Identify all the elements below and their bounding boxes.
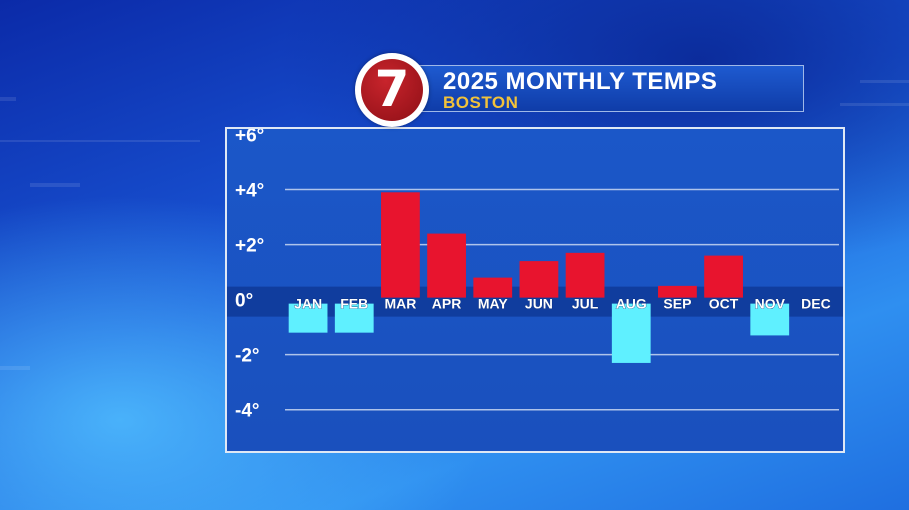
x-tick-label-feb: FEB bbox=[340, 296, 368, 312]
x-tick-label-may: MAY bbox=[478, 296, 508, 312]
title-banner: 2025 MONTHLY TEMPS BOSTON bbox=[404, 65, 804, 112]
x-tick-label-sep: SEP bbox=[663, 296, 691, 312]
background-stripe bbox=[840, 103, 909, 106]
bar-may bbox=[473, 277, 513, 298]
bar-nov bbox=[750, 303, 790, 336]
background-stripe bbox=[0, 97, 16, 101]
x-tick-label-nov: NOV bbox=[755, 296, 786, 312]
x-tick-label-aug: AUG bbox=[616, 296, 647, 312]
y-tick-label: +6° bbox=[235, 129, 264, 147]
chart-panel: +6° +4° +2° 0° -2° -4° JAN FEB MAR APR MAY JUN JUL AU… bbox=[225, 127, 845, 453]
bar-oct bbox=[704, 255, 743, 298]
x-tick-label-mar: MAR bbox=[384, 296, 416, 312]
y-tick-label: +2° bbox=[235, 236, 264, 257]
station-logo-number: 7 bbox=[374, 60, 410, 118]
y-tick-label: -4° bbox=[235, 401, 260, 422]
x-tick-label-oct: OCT bbox=[709, 296, 739, 312]
background-stripe bbox=[30, 183, 80, 187]
station-logo-badge: 7 bbox=[361, 59, 423, 121]
x-tick-label-apr: APR bbox=[432, 296, 462, 312]
bar-sep bbox=[658, 285, 697, 298]
background-stripe bbox=[0, 366, 30, 370]
bar-jun bbox=[519, 261, 559, 298]
x-tick-label-jul: JUL bbox=[572, 296, 599, 312]
bar-feb bbox=[334, 303, 374, 333]
bar-jul bbox=[565, 252, 605, 298]
y-tick-label: -2° bbox=[235, 346, 260, 367]
bar-apr bbox=[427, 233, 466, 298]
y-tick-label: +4° bbox=[235, 181, 264, 202]
chart-subtitle: BOSTON bbox=[443, 93, 519, 112]
chart-title: 2025 MONTHLY TEMPS bbox=[443, 68, 718, 95]
background-stripe bbox=[860, 80, 909, 83]
bar-mar bbox=[381, 192, 420, 298]
bar-aug bbox=[611, 303, 651, 363]
background-stripe bbox=[0, 140, 200, 142]
temperature-anomaly-chart: +6° +4° +2° 0° -2° -4° JAN FEB MAR APR MAY JUN JUL AU… bbox=[227, 129, 843, 422]
station-logo: 7 bbox=[355, 53, 429, 127]
y-tick-label: 0° bbox=[235, 291, 253, 312]
x-tick-label-jun: JUN bbox=[525, 296, 553, 312]
bar-jan bbox=[288, 303, 328, 333]
x-tick-label-jan: JAN bbox=[294, 296, 322, 312]
x-tick-label-dec: DEC bbox=[801, 296, 831, 312]
